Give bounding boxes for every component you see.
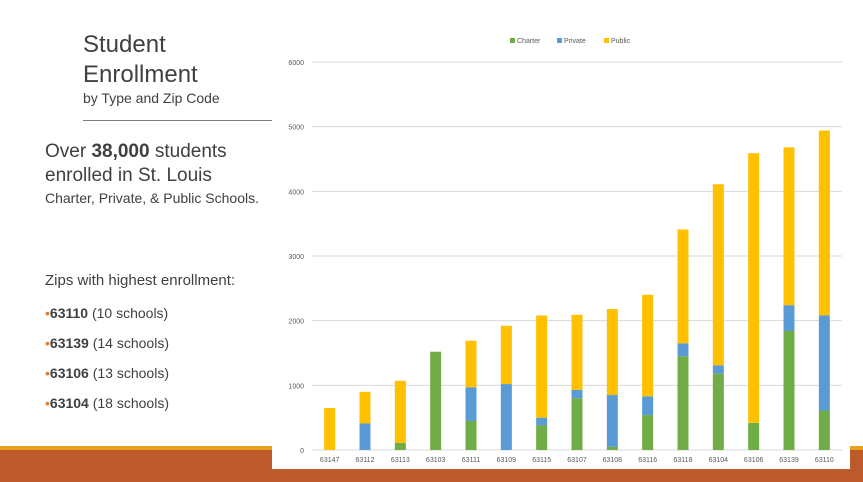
bar-segment-private <box>359 423 371 450</box>
bullet-icon: • <box>45 365 50 381</box>
x-tick-label: 63106 <box>744 457 764 464</box>
y-tick-label: 6000 <box>288 60 304 67</box>
bar-segment-public <box>359 391 371 424</box>
legend-swatch-private <box>557 38 562 43</box>
zip-list-item: •63110 (10 schools) <box>45 303 169 333</box>
summary-prefix: Over <box>45 141 92 162</box>
bar-segment-public <box>394 380 406 443</box>
x-tick-label: 63104 <box>709 457 729 464</box>
bar-segment-private <box>606 395 618 447</box>
y-tick-label: 5000 <box>288 125 304 132</box>
y-tick-label: 2000 <box>288 319 304 326</box>
y-tick-label: 4000 <box>288 189 304 196</box>
zips-heading: Zips with highest enrollment: <box>45 272 236 289</box>
zip-code: 63106 <box>49 365 89 381</box>
bar-segment-charter <box>712 373 724 450</box>
zip-note: (10 schools) <box>88 305 169 321</box>
x-tick-label: 63103 <box>426 457 446 464</box>
bar-segment-charter <box>430 351 442 450</box>
bullet-icon: • <box>45 395 50 411</box>
bar-segment-private <box>818 315 830 411</box>
legend-swatch-public <box>604 38 609 43</box>
bar-segment-charter <box>394 442 406 450</box>
title-divider <box>83 120 272 121</box>
x-tick-label: 63118 <box>674 457 693 464</box>
x-tick-label: 63139 <box>779 457 799 464</box>
bar-segment-public <box>606 309 618 396</box>
x-tick-label: 63113 <box>391 457 410 464</box>
x-tick-label: 63107 <box>567 457 587 464</box>
enrollment-chart: 0 1000 2000 3000 4000 5000 6000 63147 63112 63113… <box>288 38 842 464</box>
y-tick-label: 0 <box>300 448 304 455</box>
bar-segment-public <box>571 314 583 390</box>
zip-note: (14 schools) <box>88 335 169 351</box>
zip-list-item: •63139 (14 schools) <box>45 333 169 363</box>
bar-segment-charter <box>465 420 477 450</box>
bar-segment-charter <box>783 331 795 450</box>
bar-segment-public <box>642 294 654 397</box>
legend-label: Public <box>611 38 631 45</box>
bar-segment-private <box>571 389 583 399</box>
bar-segment-public <box>500 325 512 385</box>
bar-segment-public <box>536 315 548 418</box>
bar-segment-public <box>324 407 336 450</box>
bar-segment-public <box>677 229 689 344</box>
bar-segment-private <box>465 387 477 421</box>
bar-segment-charter <box>677 356 689 450</box>
bar-segment-charter <box>748 422 760 450</box>
summary-block: Over 38,000 students enrolled in St. Lou… <box>45 140 270 208</box>
zip-code: 63139 <box>49 335 89 351</box>
zip-code: 63104 <box>49 395 89 411</box>
legend-swatch-charter <box>510 38 515 43</box>
x-tick-label: 63110 <box>815 457 834 464</box>
bar-segment-private <box>712 365 724 374</box>
slide-title-line2: Enrollment <box>83 61 198 88</box>
summary-count: 38,000 <box>91 141 150 162</box>
zip-note: (13 schools) <box>88 365 169 381</box>
bar-segment-public <box>818 130 830 316</box>
bar-segment-charter <box>818 410 830 450</box>
bar-segment-public <box>712 184 724 366</box>
x-tick-label: 63116 <box>638 457 657 464</box>
zip-code: 63110 <box>49 305 89 321</box>
x-tick-label: 63108 <box>603 457 623 464</box>
bar-segment-public <box>748 153 760 423</box>
slide-title-line1: Student <box>83 31 166 58</box>
chart-panel: 0 1000 2000 3000 4000 5000 6000 63147 63112 63113… <box>272 30 850 469</box>
y-tick-label: 1000 <box>288 383 304 390</box>
summary-headline: Over 38,000 students <box>45 140 270 164</box>
x-tick-label: 63115 <box>532 457 551 464</box>
summary-line2: enrolled in St. Louis <box>45 165 212 186</box>
bar-segment-private <box>500 384 512 450</box>
x-tick-label: 63112 <box>356 457 375 464</box>
bar-segment-public <box>783 147 795 306</box>
zip-list: •63110 (10 schools) •63139 (14 schools) … <box>45 303 169 423</box>
bar-segment-charter <box>536 425 548 450</box>
bar-segment-public <box>465 340 477 388</box>
summary-detail: Charter, Private, & Public Schools. <box>45 190 259 206</box>
bar-segment-private <box>783 305 795 332</box>
x-tick-label: 63109 <box>497 457 517 464</box>
bar-segment-private <box>642 396 654 416</box>
legend-label: Charter <box>517 38 541 45</box>
bullet-icon: • <box>45 305 50 321</box>
bar-segment-private <box>677 343 689 357</box>
slide-subtitle: by Type and Zip Code <box>83 90 220 106</box>
y-tick-label: 3000 <box>288 254 304 261</box>
bar-segment-charter <box>571 398 583 450</box>
zip-note: (18 schools) <box>88 395 169 411</box>
bar-segment-charter <box>606 446 618 450</box>
x-tick-label: 63147 <box>320 457 340 464</box>
zip-list-item: •63104 (18 schools) <box>45 393 169 423</box>
bullet-icon: • <box>45 335 50 351</box>
legend-label: Private <box>564 38 586 45</box>
title-block: Student Enrollment by Type and Zip Code <box>83 30 273 106</box>
x-tick-label: 63111 <box>462 457 481 464</box>
bar-segment-private <box>536 417 548 426</box>
zip-list-item: •63106 (13 schools) <box>45 363 169 393</box>
bar-segment-charter <box>642 415 654 450</box>
summary-suffix: students <box>149 141 227 162</box>
